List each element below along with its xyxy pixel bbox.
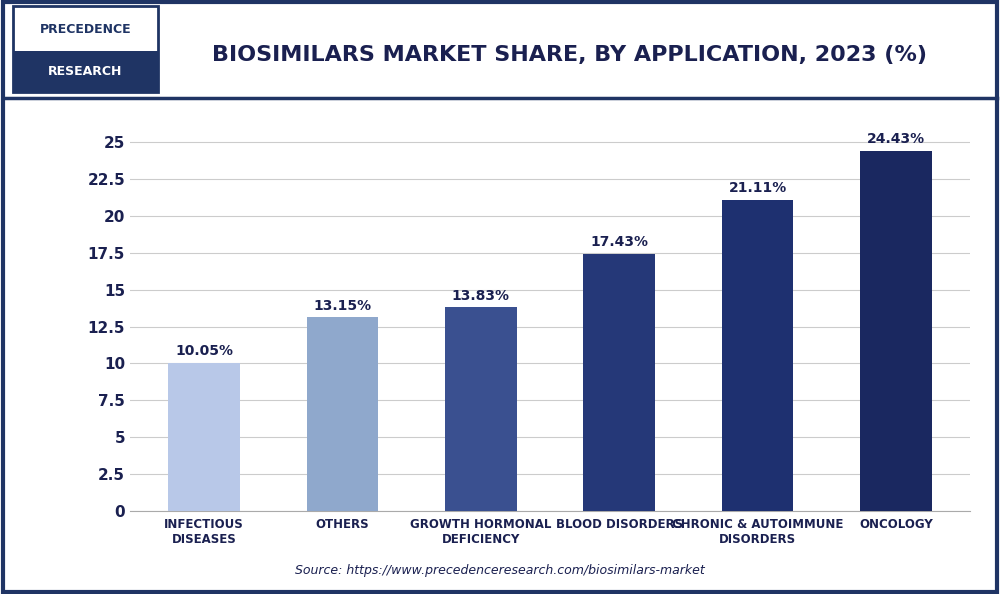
Text: 13.15%: 13.15% [313, 299, 372, 312]
Bar [860, 151, 932, 511]
Bar [722, 200, 793, 511]
Text: 10.05%: 10.05% [175, 345, 233, 358]
Text: 21.11%: 21.11% [728, 181, 787, 195]
Text: PRECEDENCE: PRECEDENCE [40, 23, 131, 36]
Text: 17.43%: 17.43% [590, 235, 648, 249]
Bar [168, 363, 240, 511]
Text: Source: https://www.precedenceresearch.com/biosimilars-market: Source: https://www.precedenceresearch.c… [295, 564, 705, 577]
Text: RESEARCH: RESEARCH [48, 65, 123, 78]
Bar [583, 254, 655, 511]
Text: 13.83%: 13.83% [452, 289, 510, 302]
Text: 24.43%: 24.43% [867, 132, 925, 146]
Text: BIOSIMILARS MARKET SHARE, BY APPLICATION, 2023 (%): BIOSIMILARS MARKET SHARE, BY APPLICATION… [212, 45, 928, 65]
Bar [307, 317, 378, 511]
Bar [445, 307, 517, 511]
